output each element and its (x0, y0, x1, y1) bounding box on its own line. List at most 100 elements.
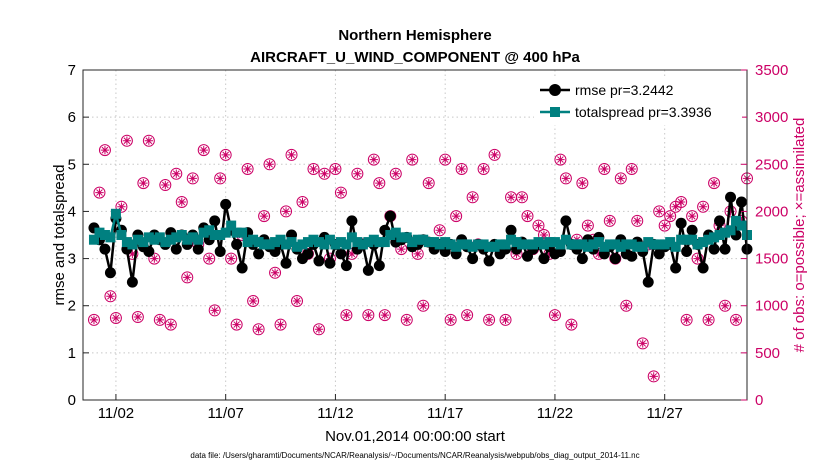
rmse-point (335, 248, 347, 260)
totalspread-point (182, 234, 193, 245)
totalspread-point (588, 239, 599, 250)
obs-assimilated-marker (254, 325, 263, 334)
obs-possible-marker (548, 309, 561, 322)
totalspread-point (105, 232, 116, 243)
obs-possible-marker (225, 252, 238, 265)
obs-assimilated-marker (336, 188, 346, 197)
obs-assimilated-marker (462, 310, 472, 320)
totalspread-point (500, 239, 511, 250)
obs-possible-marker (422, 177, 435, 190)
obs-assimilated-marker (506, 193, 516, 202)
rmse-point (104, 267, 116, 279)
totalspread-point (248, 234, 259, 245)
totalspread-point (204, 225, 215, 236)
obs-assimilated-marker (183, 273, 192, 282)
obs-assimilated-marker (419, 301, 428, 310)
legend-spread-marker (550, 107, 560, 117)
x-tick-label: 11/17 (427, 405, 463, 422)
obs-assimilated-marker (402, 315, 411, 325)
obs-possible-marker (702, 313, 715, 326)
obs-assimilated-marker (215, 174, 225, 183)
totalspread-point (286, 237, 297, 248)
totalspread-point (517, 239, 528, 250)
totalspread-point (445, 239, 456, 250)
obs-assimilated-marker (534, 221, 543, 230)
obs-possible-marker (499, 313, 512, 326)
totalspread-point (533, 237, 544, 248)
totalspread-point (116, 230, 127, 240)
obs-possible-marker (636, 337, 649, 350)
obs-possible-marker (708, 177, 721, 190)
obs-assimilated-marker (199, 145, 208, 155)
totalspread-point (626, 239, 637, 250)
obs-possible-marker (142, 134, 155, 147)
obs-possible-marker (214, 172, 227, 185)
obs-possible-marker (153, 313, 166, 326)
obs-possible-marker (680, 313, 693, 326)
obs-assimilated-marker (298, 197, 307, 207)
obs-possible-marker (378, 309, 391, 322)
obs-assimilated-marker (479, 164, 488, 174)
obs-assimilated-marker (205, 254, 214, 263)
obs-assimilated-marker (369, 155, 379, 164)
obs-possible-marker (137, 177, 150, 190)
totalspread-point (659, 239, 670, 250)
obs-possible-marker (252, 323, 265, 336)
totalspread-point (489, 241, 500, 252)
totalspread-point (736, 220, 747, 231)
rmse-point (346, 215, 358, 227)
obs-assimilated-marker (435, 226, 444, 235)
obs-assimilated-marker (111, 313, 121, 323)
obs-assimilated-marker (671, 202, 680, 211)
legend-box (534, 79, 742, 125)
obs-assimilated-marker (150, 254, 159, 263)
obs-possible-marker (197, 144, 210, 157)
obs-assimilated-marker (221, 150, 230, 160)
totalspread-point (346, 232, 357, 243)
obs-possible-marker (230, 318, 243, 331)
obs-possible-marker (351, 167, 364, 180)
x-tick-label: 11/12 (317, 405, 353, 422)
legend-spread-label: totalspread pr=3.3936 (575, 104, 712, 120)
obs-possible-marker (433, 224, 446, 237)
totalspread-point (720, 227, 731, 238)
totalspread-point (698, 237, 709, 248)
totalspread-point (335, 237, 346, 248)
rmse-point (708, 243, 720, 255)
totalspread-point (281, 239, 292, 250)
totalspread-point (374, 237, 385, 248)
obs-assimilated-marker (95, 188, 104, 197)
totalspread-point (132, 234, 143, 245)
totalspread-point (731, 215, 742, 226)
rmse-point (725, 191, 737, 203)
rmse-point (99, 243, 111, 255)
y-tick-label-left: 4 (68, 203, 76, 220)
totalspread-point (582, 241, 593, 252)
obs-possible-marker (285, 148, 298, 161)
totalspread-point (440, 237, 451, 248)
obs-possible-marker (170, 167, 183, 180)
totalspread-point (709, 232, 720, 243)
obs-possible-marker (131, 311, 144, 324)
obs-assimilated-marker (600, 164, 609, 174)
obs-possible-marker (219, 148, 232, 161)
totalspread-point (434, 239, 445, 250)
obs-assimilated-marker (731, 315, 741, 325)
obs-possible-marker (120, 134, 133, 147)
y-tick-label-right: 2000 (755, 203, 788, 220)
obs-possible-marker (241, 163, 254, 175)
totalspread-point (165, 234, 176, 245)
totalspread-point (451, 241, 462, 252)
totalspread-point (187, 232, 198, 243)
y-tick-label-right: 0 (755, 392, 763, 409)
obs-possible-marker (483, 313, 496, 326)
totalspread-point (127, 239, 138, 250)
rmse-point (126, 276, 138, 288)
rmse-point (483, 255, 495, 267)
y-tick-label-right: 3500 (755, 62, 788, 79)
totalspread-point (692, 239, 703, 250)
totalspread-point (138, 237, 149, 248)
axis-ticks: 0 1 2 3 4 5 6 7 0 500 1000 1500 2000 2500 3000 3500 11/0… (68, 62, 789, 422)
totalspread-point (121, 237, 132, 248)
y-tick-label-left: 1 (68, 345, 76, 362)
